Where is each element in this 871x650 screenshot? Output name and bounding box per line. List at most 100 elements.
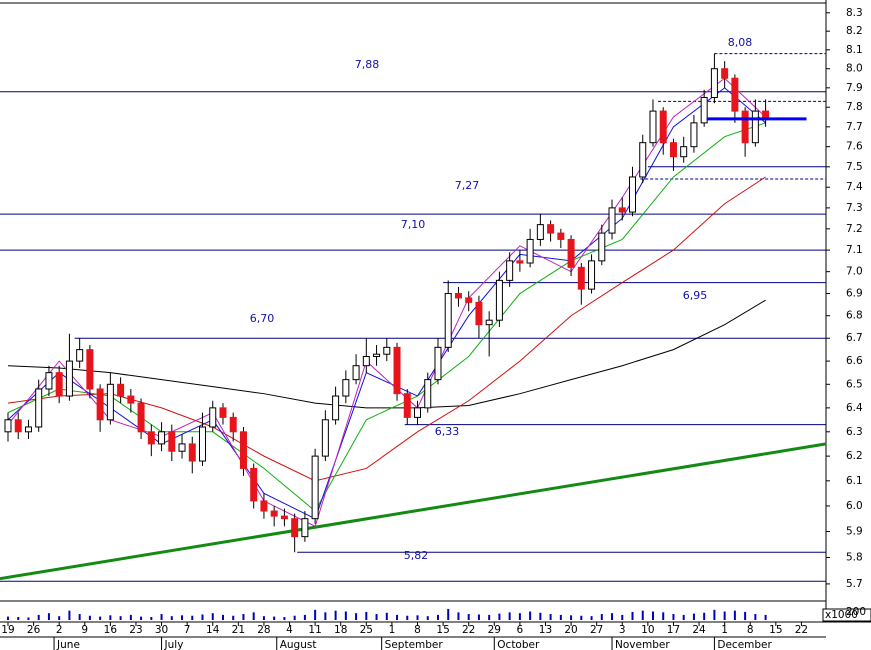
- volume-unit-box: [822, 608, 871, 622]
- candle-body: [342, 379, 350, 397]
- candle-body: [721, 68, 729, 79]
- volume-bar: [744, 611, 747, 620]
- volume-bar: [17, 617, 20, 620]
- x-tick-label: 29: [488, 624, 501, 636]
- volume-bar: [88, 615, 91, 620]
- volume-bar: [273, 616, 276, 620]
- volume-bar: [631, 611, 634, 620]
- x-tick-label: 17: [667, 624, 680, 636]
- volume-bar: [498, 613, 501, 620]
- month-label: September: [385, 639, 444, 650]
- candle-body: [383, 346, 391, 355]
- volume-bar: [467, 614, 470, 620]
- volume-bar: [447, 608, 450, 620]
- candle-body: [362, 355, 370, 367]
- volume-bar: [611, 613, 614, 620]
- volume-bar: [457, 612, 460, 620]
- candle-body: [495, 279, 503, 321]
- candle-body: [373, 353, 381, 357]
- volume-bar: [692, 613, 695, 620]
- candle-body: [598, 232, 606, 262]
- candle-body: [147, 431, 155, 445]
- x-tick-label: 26: [27, 624, 41, 636]
- trend-line: [0, 442, 827, 581]
- candle-body: [475, 301, 483, 326]
- volume-bar: [119, 616, 122, 620]
- x-tick-label: 22: [462, 624, 475, 636]
- candle-body: [219, 407, 227, 418]
- volume-bar: [385, 612, 388, 620]
- volume-bar: [488, 614, 491, 620]
- volume-bar: [170, 616, 173, 620]
- level-label: 5,82: [404, 549, 429, 562]
- candle-body: [199, 426, 207, 462]
- volume-bar: [58, 616, 61, 620]
- volume-bar: [221, 614, 224, 620]
- candle-body: [280, 515, 288, 520]
- candle-body: [424, 379, 432, 409]
- volume-bar: [262, 616, 265, 620]
- candle-body: [127, 395, 135, 404]
- x-tick-label: 25: [360, 624, 373, 636]
- x-tick-label: 9: [81, 624, 88, 636]
- candle-body: [393, 346, 401, 395]
- candle-body: [547, 224, 555, 234]
- candle-body: [567, 238, 575, 268]
- level-label: 6,95: [683, 289, 708, 302]
- x-tick-label: 3: [619, 624, 626, 636]
- x-tick-label: 22: [795, 624, 808, 636]
- y-tick-label: 7.5: [846, 161, 863, 173]
- x-tick-label: 13: [539, 624, 552, 636]
- month-label: December: [717, 639, 772, 650]
- x-tick-label: 15: [436, 624, 449, 636]
- x-tick-label: 16: [104, 624, 118, 636]
- candle-body: [291, 518, 299, 538]
- candle-body: [751, 110, 759, 144]
- candle-body: [485, 319, 493, 326]
- volume-bar: [78, 614, 81, 620]
- y-tick-label: 6.1: [846, 475, 863, 487]
- y-tick-label: 6.6: [846, 355, 863, 367]
- volume-bar: [6, 616, 9, 620]
- volume-bar: [99, 616, 102, 620]
- volume-bar: [477, 614, 480, 620]
- volume-tick-label: 200: [846, 606, 866, 618]
- volume-bar: [252, 612, 255, 620]
- volume-bar: [518, 613, 521, 620]
- volume-bar: [590, 616, 593, 620]
- volume-bar: [672, 614, 675, 620]
- x-tick-label: 15: [769, 624, 782, 636]
- y-tick-label: 6.5: [846, 378, 863, 390]
- y-tick-label: 6.8: [846, 310, 863, 322]
- volume-bar: [314, 609, 317, 620]
- volume-bar: [570, 615, 573, 620]
- candle-body: [577, 266, 585, 290]
- candle-body: [332, 395, 340, 421]
- level-label: 6,70: [250, 312, 275, 325]
- candle-body: [434, 346, 442, 381]
- candle-body: [731, 77, 739, 112]
- candle-body: [188, 443, 196, 462]
- candle-body: [117, 383, 125, 397]
- volume-bar: [375, 614, 378, 620]
- candle-body: [352, 365, 360, 381]
- volume-bar: [600, 614, 603, 620]
- candle-body: [239, 431, 247, 469]
- candle-body: [24, 426, 32, 433]
- candle-body: [209, 407, 217, 428]
- y-tick-label: 5.7: [846, 578, 863, 590]
- volume-bar: [242, 614, 245, 620]
- x-tick-label: 1: [389, 624, 396, 636]
- candle-body: [229, 416, 237, 433]
- volume-bar: [283, 617, 286, 620]
- month-label: November: [615, 639, 670, 650]
- x-tick-label: 19: [1, 624, 14, 636]
- x-tick-label: 7: [184, 624, 191, 636]
- y-tick-label: 7.7: [846, 121, 863, 133]
- volume-bar: [580, 615, 583, 620]
- y-tick-label: 6.3: [846, 426, 863, 438]
- candle-body: [414, 407, 422, 418]
- volume-bar: [621, 614, 624, 620]
- candle-body: [76, 349, 84, 362]
